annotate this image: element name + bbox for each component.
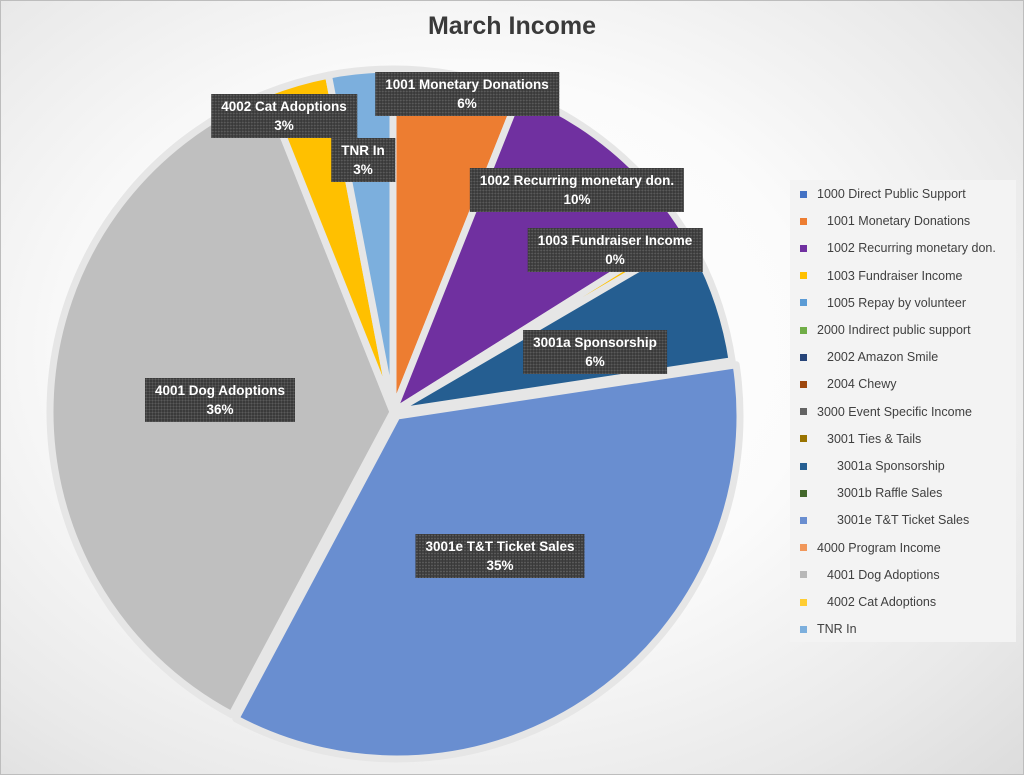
legend-swatch bbox=[800, 272, 807, 280]
data-label: 3001e T&T Ticket Sales 35% bbox=[415, 534, 585, 578]
legend-swatch bbox=[800, 544, 807, 552]
data-label-percent: 10% bbox=[563, 192, 591, 207]
legend-swatch bbox=[800, 516, 807, 524]
legend-label: 2000 Indirect public support bbox=[817, 323, 971, 337]
legend-item: 1001 Monetary Donations bbox=[800, 212, 970, 230]
legend-label: 3001e T&T Ticket Sales bbox=[837, 513, 970, 528]
legend-item: 3001a Sponsorship bbox=[800, 457, 945, 475]
legend-label: 3001b Raffle Sales bbox=[837, 486, 943, 501]
data-label-percent: 6% bbox=[457, 96, 477, 111]
data-label: 1001 Monetary Donations 6% bbox=[375, 72, 559, 116]
data-label-percent: 36% bbox=[206, 402, 234, 417]
legend-label: 4001 Dog Adoptions bbox=[827, 567, 940, 582]
legend-item: 1003 Fundraiser Income bbox=[800, 267, 963, 285]
legend-label: 1002 Recurring monetary don. bbox=[827, 241, 996, 256]
legend-swatch bbox=[800, 299, 807, 307]
legend-label: 3001a Sponsorship bbox=[837, 459, 945, 473]
data-label: 4001 Dog Adoptions 36% bbox=[144, 378, 296, 422]
legend-item: 4002 Cat Adoptions bbox=[800, 593, 936, 611]
legend-item: 3001 Ties & Tails bbox=[800, 430, 921, 448]
legend-label: 1001 Monetary Donations bbox=[827, 214, 971, 229]
data-label-category: 1003 Fundraiser Income bbox=[537, 233, 693, 248]
legend-label: TNR In bbox=[817, 622, 857, 637]
legend-swatch bbox=[800, 244, 807, 252]
legend-item: TNR In bbox=[800, 620, 857, 638]
legend-item: 2004 Chewy bbox=[800, 375, 897, 393]
legend-item: 3000 Event Specific Income bbox=[800, 403, 972, 421]
data-label-percent: 0% bbox=[605, 252, 625, 267]
legend-label: 4000 Program Income bbox=[817, 540, 941, 555]
legend-item: 1002 Recurring monetary don. bbox=[800, 239, 996, 257]
chart-title: March Income bbox=[427, 12, 597, 40]
legend-swatch bbox=[800, 571, 807, 579]
data-label-category: 1001 Monetary Donations bbox=[385, 77, 549, 92]
legend-item: 2002 Amazon Smile bbox=[800, 348, 938, 366]
data-label-percent: 3% bbox=[353, 162, 373, 177]
legend-label: 3001 Ties & Tails bbox=[827, 431, 922, 446]
data-label-category: 4001 Dog Adoptions bbox=[154, 383, 286, 398]
legend-swatch bbox=[800, 217, 807, 225]
legend-label: 3000 Event Specific Income bbox=[817, 404, 972, 419]
data-label-percent: 35% bbox=[486, 558, 514, 573]
legend-label: 1005 Repay by volunteer bbox=[827, 295, 966, 310]
data-label-percent: 6% bbox=[585, 354, 605, 369]
legend-label: 1000 Direct Public Support bbox=[817, 187, 966, 201]
chart-legend: 1000 Direct Public Support 1001 Monetary … bbox=[790, 180, 1016, 642]
legend-item: 3001e T&T Ticket Sales bbox=[800, 511, 969, 529]
legend-swatch bbox=[800, 435, 807, 443]
legend-label: 2002 Amazon Smile bbox=[827, 350, 939, 365]
data-label-category: 1002 Recurring monetary don. bbox=[479, 173, 675, 188]
legend-swatch bbox=[800, 353, 807, 361]
legend-item: 1005 Repay by volunteer bbox=[800, 294, 966, 312]
legend-item: 4001 Dog Adoptions bbox=[800, 566, 940, 584]
legend-item: 4000 Program Income bbox=[800, 539, 941, 557]
legend-swatch bbox=[800, 380, 807, 388]
legend-swatch bbox=[800, 326, 807, 334]
legend-swatch bbox=[800, 408, 807, 416]
legend-swatch bbox=[800, 462, 807, 470]
data-label: 4002 Cat Adoptions 3% bbox=[211, 94, 357, 138]
data-label-percent: 3% bbox=[274, 118, 294, 133]
legend-item: 3001b Raffle Sales bbox=[800, 484, 942, 502]
data-label-category: 3001e T&T Ticket Sales bbox=[425, 539, 575, 554]
data-label: 3001a Sponsorship 6% bbox=[523, 330, 667, 374]
data-label: 1002 Recurring monetary don. 10% bbox=[469, 168, 685, 212]
legend-swatch bbox=[800, 190, 807, 198]
legend-swatch bbox=[800, 489, 807, 497]
legend-label: 4002 Cat Adoptions bbox=[827, 595, 937, 609]
legend-item: 2000 Indirect public support bbox=[800, 321, 971, 339]
data-label-category: TNR In bbox=[341, 143, 385, 158]
data-label: 1003 Fundraiser Income 0% bbox=[527, 228, 703, 272]
data-label-category: 4002 Cat Adoptions bbox=[221, 99, 347, 114]
legend-label: 2004 Chewy bbox=[827, 377, 897, 392]
data-label: TNR In 3% bbox=[331, 138, 395, 182]
data-label-category: 3001a Sponsorship bbox=[533, 335, 657, 350]
legend-label: 1003 Fundraiser Income bbox=[827, 268, 963, 283]
legend-swatch bbox=[800, 625, 807, 633]
legend-swatch bbox=[800, 598, 807, 606]
legend-item: 1000 Direct Public Support bbox=[800, 185, 966, 203]
